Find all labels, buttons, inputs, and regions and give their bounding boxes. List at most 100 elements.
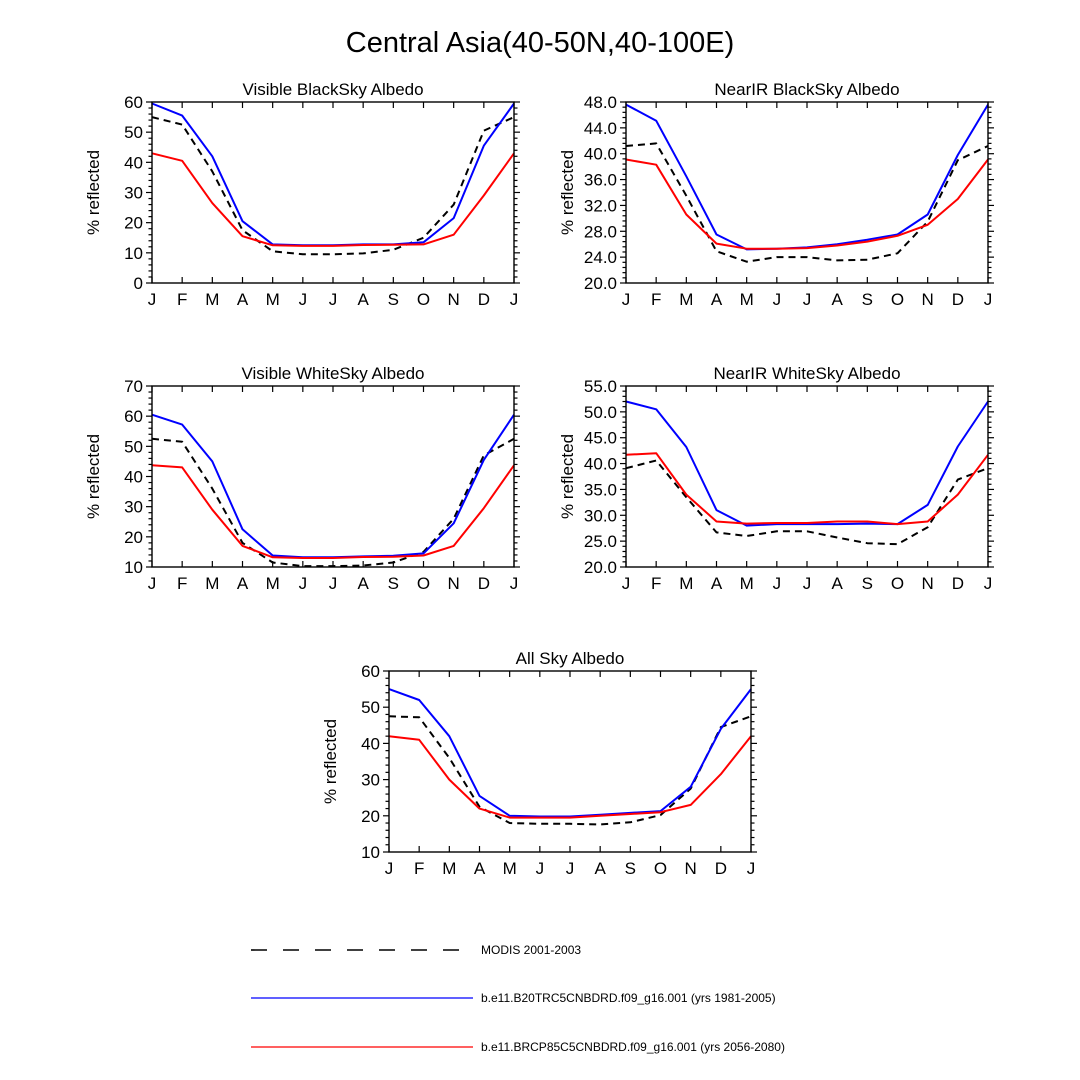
x-tick-label: A <box>237 290 249 309</box>
x-tick-label: A <box>711 290 723 309</box>
y-tick-label: 50.0 <box>584 403 617 422</box>
figure-title: Central Asia(40-50N,40-100E) <box>346 27 734 59</box>
x-tick-label: M <box>266 290 280 309</box>
x-tick-label: F <box>414 859 424 878</box>
y-tick-label: 45.0 <box>584 429 617 448</box>
x-tick-label: M <box>679 290 693 309</box>
panel-title: Visible WhiteSky Albedo <box>241 364 424 383</box>
y-tick-label: 50 <box>361 698 380 717</box>
plot-frame <box>388 670 752 853</box>
legend-label-modis: MODIS 2001-2003 <box>481 943 581 957</box>
y-axis-label: % reflected <box>84 434 103 519</box>
series-line-b20tr <box>151 102 515 247</box>
y-axis-label: % reflected <box>321 719 340 804</box>
series-line-modis <box>388 715 752 826</box>
x-tick-label: N <box>448 290 460 309</box>
y-tick-label: 30 <box>361 771 380 790</box>
x-tick-label: M <box>205 290 219 309</box>
y-tick-label: 70 <box>124 377 143 396</box>
x-tick-label: O <box>654 859 667 878</box>
x-tick-label: A <box>357 574 369 593</box>
x-tick-label: D <box>715 859 727 878</box>
y-tick-label: 10 <box>124 244 143 263</box>
x-tick-label: M <box>503 859 517 878</box>
plot-frame <box>625 385 989 568</box>
y-axis-label: % reflected <box>84 150 103 235</box>
x-tick-label: J <box>510 574 519 593</box>
y-tick-label: 28.0 <box>584 222 617 241</box>
y-tick-label: 36.0 <box>584 171 617 190</box>
x-tick-label: S <box>862 574 873 593</box>
x-tick-label: J <box>536 859 545 878</box>
panel-title: All Sky Albedo <box>516 649 625 668</box>
series-line-b20tr <box>388 688 752 818</box>
y-tick-label: 60 <box>361 662 380 681</box>
x-tick-label: J <box>622 574 631 593</box>
series-line-brcp85 <box>625 452 989 526</box>
x-tick-label: S <box>388 574 399 593</box>
panel-title: NearIR BlackSky Albedo <box>714 80 899 99</box>
x-tick-label: D <box>952 290 964 309</box>
legend: MODIS 2001-2003 b.e11.B20TRC5CNBDRD.f09_g… <box>251 943 785 1054</box>
y-tick-label: 20.0 <box>584 558 617 577</box>
series-line-brcp85 <box>625 158 989 250</box>
y-tick-label: 60 <box>124 93 143 112</box>
series-line-b20tr <box>151 413 515 559</box>
x-tick-label: A <box>237 574 249 593</box>
x-tick-label: J <box>299 574 308 593</box>
x-tick-label: J <box>299 290 308 309</box>
x-tick-label: M <box>740 290 754 309</box>
series-line-modis <box>625 459 989 546</box>
x-tick-label: S <box>625 859 636 878</box>
panel-title: NearIR WhiteSky Albedo <box>713 364 900 383</box>
x-tick-label: N <box>685 859 697 878</box>
y-tick-label: 40 <box>124 468 143 487</box>
x-tick-label: F <box>651 290 661 309</box>
y-tick-label: 0 <box>134 274 143 293</box>
x-tick-label: J <box>385 859 394 878</box>
x-tick-label: A <box>831 574 843 593</box>
x-tick-label: J <box>566 859 575 878</box>
x-tick-label: O <box>891 574 904 593</box>
x-tick-label: M <box>740 574 754 593</box>
y-tick-label: 40.0 <box>584 455 617 474</box>
x-tick-label: M <box>679 574 693 593</box>
x-tick-label: O <box>891 290 904 309</box>
x-tick-label: N <box>922 574 934 593</box>
y-axis-label: % reflected <box>558 434 577 519</box>
series-line-brcp85 <box>151 152 515 247</box>
y-tick-label: 32.0 <box>584 196 617 215</box>
x-tick-label: A <box>831 290 843 309</box>
y-tick-label: 40 <box>124 153 143 172</box>
y-tick-label: 25.0 <box>584 532 617 551</box>
x-tick-label: A <box>357 290 369 309</box>
x-tick-label: J <box>803 574 812 593</box>
x-tick-label: J <box>148 574 157 593</box>
x-tick-label: A <box>474 859 486 878</box>
x-tick-label: J <box>747 859 756 878</box>
x-tick-label: F <box>177 290 187 309</box>
series-line-b20tr <box>625 103 989 251</box>
x-tick-label: O <box>417 290 430 309</box>
y-tick-label: 60 <box>124 407 143 426</box>
y-tick-label: 20 <box>124 214 143 233</box>
x-tick-label: J <box>803 290 812 309</box>
plot-frame <box>625 101 989 284</box>
series-line-modis <box>625 142 989 263</box>
x-tick-label: J <box>329 290 338 309</box>
legend-label-brcp85: b.e11.BRCP85C5CNBDRD.f09_g16.001 (yrs 20… <box>481 1040 785 1054</box>
x-tick-label: J <box>148 290 157 309</box>
x-tick-label: N <box>922 290 934 309</box>
y-tick-label: 35.0 <box>584 480 617 499</box>
x-tick-label: M <box>205 574 219 593</box>
y-tick-label: 40 <box>361 734 380 753</box>
x-tick-label: M <box>442 859 456 878</box>
y-tick-label: 30.0 <box>584 506 617 525</box>
y-tick-label: 50 <box>124 437 143 456</box>
x-tick-label: D <box>478 290 490 309</box>
y-tick-label: 20 <box>124 528 143 547</box>
